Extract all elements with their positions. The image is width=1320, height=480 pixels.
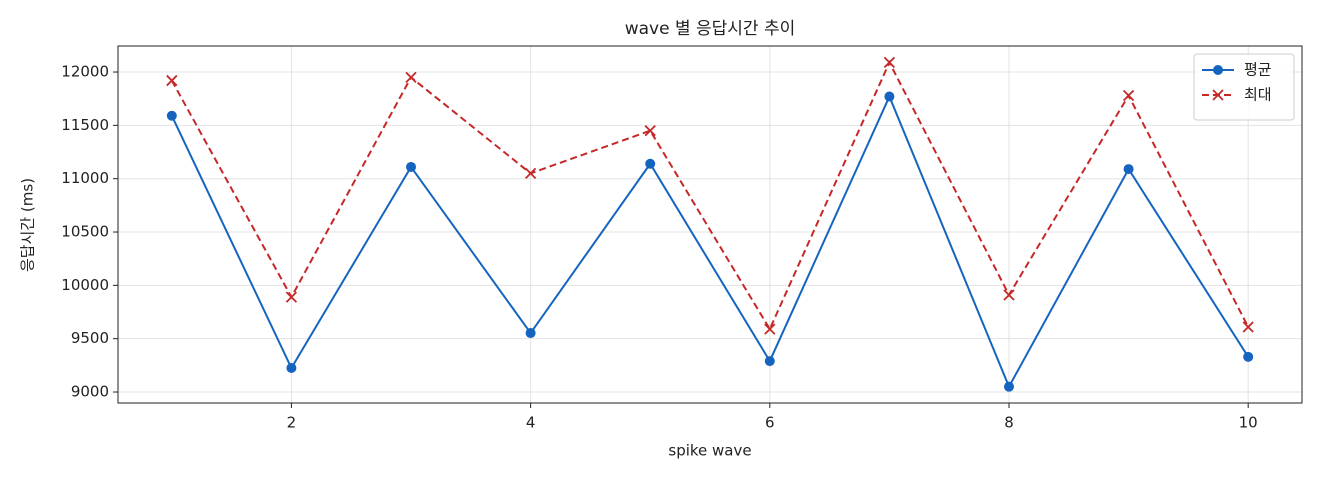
plot-frame xyxy=(117,45,1303,404)
marker xyxy=(166,110,177,121)
y-tick-label: 9000 xyxy=(71,383,109,401)
marker xyxy=(764,323,776,335)
marker-shape xyxy=(1242,321,1254,333)
line xyxy=(170,60,1250,332)
y-tick-label: 11500 xyxy=(61,116,109,134)
marker xyxy=(764,356,775,367)
marker-shape xyxy=(524,167,537,179)
marker xyxy=(1212,89,1224,101)
marker-shape xyxy=(764,323,776,335)
x-tick-label: 10 xyxy=(1239,414,1258,432)
marker xyxy=(1003,289,1015,301)
y-tick-label: 11000 xyxy=(61,169,109,187)
marker xyxy=(645,158,656,169)
marker xyxy=(285,291,298,303)
y-tick-label: 10500 xyxy=(61,223,109,241)
marker xyxy=(883,56,896,69)
marker xyxy=(644,125,656,137)
marker-shape xyxy=(1212,89,1224,101)
marker xyxy=(286,363,297,374)
marker xyxy=(524,167,537,179)
y-axis-label: 응답시간 (ms) xyxy=(19,178,37,272)
x-tick-label: 8 xyxy=(1004,414,1014,432)
legend-label: 최대 xyxy=(1244,86,1272,104)
marker xyxy=(1003,381,1014,392)
y-tick-label: 10000 xyxy=(61,276,109,294)
marker xyxy=(1213,65,1223,75)
marker-shape xyxy=(644,125,656,137)
marker xyxy=(1123,164,1134,175)
line xyxy=(170,94,1250,389)
marker xyxy=(166,74,178,87)
marker-shape xyxy=(883,56,896,69)
x-tick-label: 6 xyxy=(765,414,775,432)
marker-shape xyxy=(1122,89,1135,102)
marker xyxy=(405,71,417,83)
y-tick-label: 9500 xyxy=(71,329,109,347)
chart-title: wave 별 응답시간 추이 xyxy=(625,19,796,39)
marker-shape xyxy=(285,291,298,303)
legend-label: 평균 xyxy=(1244,61,1272,79)
marker xyxy=(884,91,895,102)
marker-shape xyxy=(166,74,178,87)
marker-shape xyxy=(405,71,417,83)
x-tick-label: 4 xyxy=(526,414,536,432)
marker xyxy=(1242,321,1254,333)
x-tick-label: 2 xyxy=(287,414,297,432)
marker xyxy=(525,328,536,339)
marker-shape xyxy=(1003,289,1015,301)
marker xyxy=(1243,351,1254,362)
x-axis-label: spike wave xyxy=(668,442,751,460)
marker xyxy=(1122,89,1135,102)
marker xyxy=(406,161,417,172)
y-tick-label: 12000 xyxy=(61,63,109,81)
